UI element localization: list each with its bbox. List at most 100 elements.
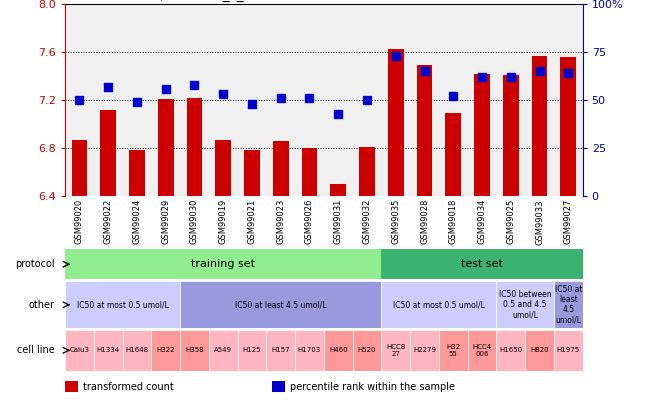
Bar (561, 57, 576, 196)
Text: GSM99035: GSM99035 (391, 199, 400, 245)
Bar (381, 330, 410, 371)
Text: IC50 at least 4.5 umol/L: IC50 at least 4.5 umol/L (235, 300, 327, 309)
Text: HCC8
27: HCC8 27 (386, 344, 406, 356)
Text: IC50 at most 0.5 umol/L: IC50 at most 0.5 umol/L (77, 300, 169, 309)
Text: transformed count: transformed count (83, 382, 174, 392)
Bar (65, 249, 381, 279)
Text: H520: H520 (358, 347, 376, 353)
Text: GSM99022: GSM99022 (104, 199, 113, 244)
Bar (503, 75, 519, 196)
Text: H2279: H2279 (413, 347, 436, 353)
Text: H460: H460 (329, 347, 348, 353)
Text: IC50 at
least
4.5
umol/L: IC50 at least 4.5 umol/L (555, 285, 582, 325)
Text: IC50 between
0.5 and 4.5
umol/L: IC50 between 0.5 and 4.5 umol/L (499, 290, 551, 320)
Text: H358: H358 (185, 347, 204, 353)
Point (189, 82, 200, 88)
Bar (353, 330, 381, 371)
Text: A549: A549 (214, 347, 232, 353)
Bar (554, 330, 583, 371)
Point (477, 74, 487, 81)
Bar (272, 381, 285, 392)
Text: H1650: H1650 (499, 347, 522, 353)
Point (534, 68, 545, 75)
Bar (187, 98, 202, 196)
Bar (467, 330, 496, 371)
Text: GSM99033: GSM99033 (535, 199, 544, 245)
Text: GSM99026: GSM99026 (305, 199, 314, 245)
Point (103, 83, 113, 90)
Bar (295, 330, 324, 371)
Text: GSM99021: GSM99021 (247, 199, 256, 244)
Text: GSM99025: GSM99025 (506, 199, 515, 244)
Text: other: other (29, 300, 55, 310)
Bar (525, 330, 554, 371)
Bar (94, 330, 122, 371)
Bar (215, 140, 231, 196)
Point (247, 101, 257, 107)
Text: GSM99018: GSM99018 (449, 199, 458, 245)
Text: GDS2298 / 224556_s_at: GDS2298 / 224556_s_at (91, 0, 258, 2)
Text: cell line: cell line (17, 345, 55, 355)
Text: GSM99030: GSM99030 (190, 199, 199, 245)
Text: GSM99020: GSM99020 (75, 199, 84, 244)
Point (304, 95, 314, 102)
Text: H820: H820 (530, 347, 549, 353)
Point (74, 97, 85, 104)
Point (391, 53, 401, 59)
Text: H1648: H1648 (126, 347, 148, 353)
Point (419, 68, 430, 75)
Bar (359, 147, 375, 196)
Bar (65, 330, 94, 371)
Bar (439, 330, 467, 371)
Bar (158, 99, 174, 196)
Bar (65, 381, 78, 392)
Text: GSM99019: GSM99019 (219, 199, 228, 244)
Text: GSM99031: GSM99031 (334, 199, 342, 245)
Bar (388, 49, 404, 196)
Bar (238, 330, 266, 371)
Bar (266, 330, 295, 371)
Bar (445, 113, 461, 196)
Point (132, 99, 142, 105)
Point (275, 95, 286, 102)
Bar (410, 330, 439, 371)
Text: HCC4
006: HCC4 006 (473, 344, 492, 356)
Text: GSM99023: GSM99023 (276, 199, 285, 245)
Text: GSM99029: GSM99029 (161, 199, 170, 244)
Point (218, 91, 229, 98)
Text: GSM99028: GSM99028 (420, 199, 429, 245)
Bar (122, 330, 151, 371)
Bar (151, 330, 180, 371)
Bar (324, 330, 353, 371)
Bar (496, 330, 525, 371)
Point (506, 74, 516, 81)
Text: H1334: H1334 (96, 347, 120, 353)
Bar (65, 281, 180, 328)
Text: test set: test set (461, 259, 503, 269)
Point (448, 93, 458, 100)
Text: Calu3: Calu3 (70, 347, 89, 353)
Text: H1703: H1703 (298, 347, 321, 353)
Text: GSM99024: GSM99024 (133, 199, 141, 244)
Bar (209, 330, 238, 371)
Bar (496, 281, 554, 328)
Text: H32
55: H32 55 (446, 344, 460, 356)
Text: H322: H322 (156, 347, 175, 353)
Bar (301, 148, 318, 196)
Bar (417, 65, 432, 196)
Text: GSM99027: GSM99027 (564, 199, 573, 245)
Text: H1975: H1975 (557, 347, 580, 353)
Text: training set: training set (191, 259, 255, 269)
Point (333, 111, 344, 117)
Bar (180, 281, 381, 328)
Text: H125: H125 (243, 347, 261, 353)
Text: IC50 at most 0.5 umol/L: IC50 at most 0.5 umol/L (393, 300, 485, 309)
Bar (554, 281, 583, 328)
Text: H157: H157 (271, 347, 290, 353)
Bar (72, 140, 87, 196)
Text: protocol: protocol (15, 259, 55, 269)
Text: GSM99032: GSM99032 (363, 199, 372, 245)
Bar (273, 141, 288, 196)
Bar (129, 149, 145, 196)
Bar (180, 330, 209, 371)
